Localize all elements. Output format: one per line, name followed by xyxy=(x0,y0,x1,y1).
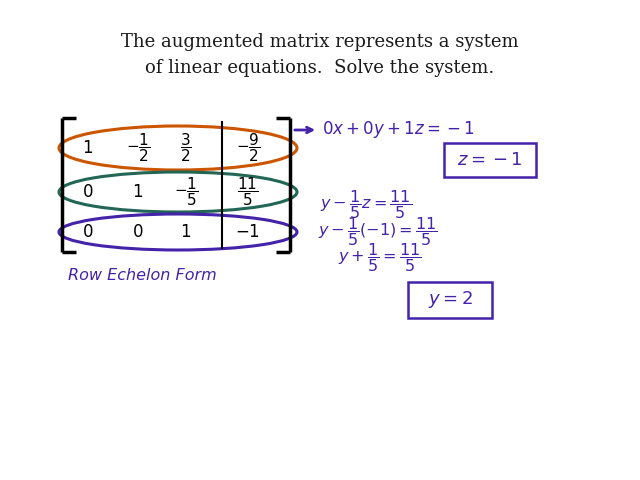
Text: $\dfrac{3}{2}$: $\dfrac{3}{2}$ xyxy=(180,132,192,164)
Text: Row Echelon Form: Row Echelon Form xyxy=(68,267,217,283)
Text: $\dfrac{11}{5}$: $\dfrac{11}{5}$ xyxy=(237,176,259,208)
Text: of linear equations.  Solve the system.: of linear equations. Solve the system. xyxy=(145,59,495,77)
Text: The augmented matrix represents a system: The augmented matrix represents a system xyxy=(121,33,519,51)
Text: $z = -1$: $z = -1$ xyxy=(458,151,523,169)
Text: $y - \dfrac{1}{5}(-1) = \dfrac{11}{5}$: $y - \dfrac{1}{5}(-1) = \dfrac{11}{5}$ xyxy=(318,216,438,249)
Text: $0x + 0y + 1z = -1$: $0x + 0y + 1z = -1$ xyxy=(322,120,475,141)
Text: $y = 2$: $y = 2$ xyxy=(428,289,472,311)
Text: $-\dfrac{1}{2}$: $-\dfrac{1}{2}$ xyxy=(125,132,150,164)
Text: $-\dfrac{1}{5}$: $-\dfrac{1}{5}$ xyxy=(173,176,198,208)
Text: $0$: $0$ xyxy=(83,183,93,201)
Text: $1$: $1$ xyxy=(180,223,191,241)
Text: $1$: $1$ xyxy=(132,183,143,201)
Text: $-\dfrac{9}{2}$: $-\dfrac{9}{2}$ xyxy=(236,132,260,164)
Text: $1$: $1$ xyxy=(83,139,93,157)
Text: $y + \dfrac{1}{5} = \dfrac{11}{5}$: $y + \dfrac{1}{5} = \dfrac{11}{5}$ xyxy=(338,241,422,275)
Text: $y - \dfrac{1}{5}z = \dfrac{11}{5}$: $y - \dfrac{1}{5}z = \dfrac{11}{5}$ xyxy=(320,189,412,221)
Text: $0$: $0$ xyxy=(83,223,93,241)
Text: $-1$: $-1$ xyxy=(236,223,260,241)
Text: $0$: $0$ xyxy=(132,223,144,241)
